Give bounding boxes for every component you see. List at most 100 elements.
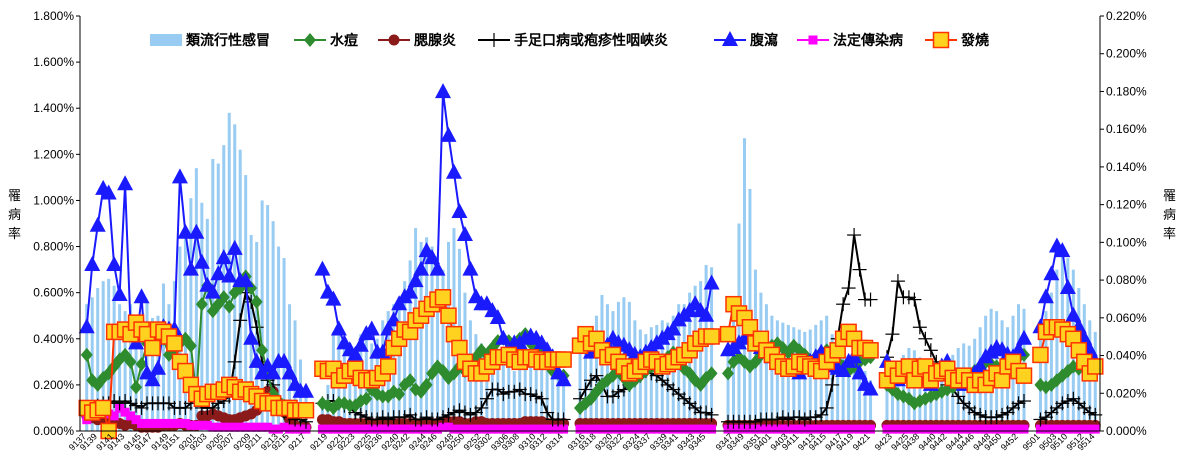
notifiable-marker [548, 424, 558, 434]
notifiable-marker [1003, 424, 1013, 434]
left-axis-title: 罹病率 [8, 189, 21, 242]
right-tick-label: 0.040% [1106, 349, 1147, 363]
notifiable-marker [739, 424, 749, 434]
left-tick-label: 0.000% [33, 424, 74, 438]
notifiable-marker [263, 422, 273, 432]
diarrhea-marker [89, 216, 106, 232]
notifiable-marker [597, 424, 607, 434]
legend-marker [304, 33, 316, 47]
x-tick-label: 9421 [851, 431, 872, 452]
flu-bar [836, 343, 840, 431]
diarrhea-marker [188, 223, 205, 239]
diarrhea-marker [698, 306, 715, 322]
flu-bar [271, 221, 275, 431]
flu-bar [430, 246, 434, 431]
notifiable-marker [707, 424, 717, 434]
notifiable-marker [531, 424, 541, 434]
notifiable-marker [411, 424, 421, 434]
notifiable-marker [986, 424, 996, 434]
fever-marker [379, 358, 397, 375]
left-tick-label: 0.800% [33, 240, 74, 254]
right-tick-label: 0.140% [1106, 160, 1147, 174]
diarrhea-marker [221, 267, 238, 283]
notifiable-marker [383, 424, 393, 434]
series-lines [78, 83, 1104, 440]
notifiable-marker [767, 424, 777, 434]
flu-bar [1055, 269, 1059, 431]
diarrhea-marker [182, 260, 199, 276]
diarrhea-marker [555, 371, 572, 387]
notifiable-marker [657, 424, 667, 434]
notifiable-marker [471, 424, 481, 434]
diarrhea-marker [276, 352, 293, 368]
left-tick-label: 1.800% [33, 9, 74, 23]
chickenpox-marker [184, 338, 197, 353]
axes: 0.000% 0.200% 0.400% 0.600% 0.800% 1.000% 1.20… [33, 9, 1147, 453]
notifiable-marker [137, 418, 147, 428]
notifiable-marker [504, 424, 514, 434]
flu-bar [277, 246, 281, 431]
legend-marker [722, 31, 738, 46]
fever-marker [862, 342, 879, 359]
flu-bar [666, 322, 670, 431]
notifiable-marker [992, 424, 1002, 434]
notifiable-marker [948, 424, 958, 434]
flu-bar [436, 255, 440, 431]
diarrhea-marker [100, 184, 117, 200]
left-tick-label: 0.200% [33, 378, 74, 392]
notifiable-marker [274, 424, 284, 434]
flu-bar [605, 304, 609, 431]
notifiable-marker [624, 424, 634, 434]
notifiable-marker [389, 424, 399, 434]
right-axis-title: 罹病率 [1163, 189, 1176, 242]
fever-marker [297, 402, 315, 419]
flu-bar [644, 334, 648, 431]
notifiable-marker [920, 424, 930, 434]
notifiable-marker [148, 418, 158, 428]
flu-bar [841, 350, 845, 431]
right-tick-label: 0.220% [1106, 9, 1147, 23]
notifiable-marker [345, 424, 355, 434]
notifiable-marker [405, 424, 415, 434]
flu-bar [1044, 311, 1048, 431]
legend-label: 發燒 [960, 32, 989, 49]
flu-bar [786, 324, 790, 431]
notifiable-marker [827, 424, 837, 434]
notifiable-marker [794, 424, 804, 434]
notifiable-marker [328, 424, 338, 434]
notifiable-marker [981, 424, 991, 434]
notifiable-marker [613, 424, 623, 434]
notifiable-marker [849, 424, 859, 434]
left-tick-label: 1.200% [33, 147, 74, 161]
notifiable-marker [208, 422, 218, 432]
flu-bar [282, 258, 286, 431]
notifiable-marker [498, 424, 508, 434]
fever-marker [1032, 346, 1049, 364]
chickenpox-marker [124, 354, 137, 369]
legend-swatch [150, 34, 182, 46]
notifiable-marker [652, 424, 662, 434]
diarrhea-marker [445, 163, 462, 179]
notifiable-marker [356, 424, 366, 434]
flu-bar [847, 357, 851, 431]
notifiable-marker [285, 424, 295, 434]
notifiable-marker [526, 424, 536, 434]
flu-bar [803, 331, 807, 431]
flu-bar [194, 168, 198, 431]
notifiable-marker [898, 424, 908, 434]
flu-bar [699, 281, 703, 431]
chickenpox-marker [360, 391, 373, 406]
diarrhea-marker [462, 260, 479, 276]
notifiable-marker [339, 424, 349, 434]
notifiable-marker [953, 424, 963, 434]
flu-bar [890, 366, 894, 431]
notifiable-marker [581, 424, 591, 434]
diarrhea-marker [226, 239, 243, 255]
notifiable-marker [844, 424, 854, 434]
notifiable-marker [619, 424, 629, 434]
diarrhea-marker [440, 126, 457, 142]
x-tick-label: 9452 [999, 431, 1020, 452]
notifiable-marker [257, 422, 267, 432]
notifiable-marker [438, 422, 448, 432]
